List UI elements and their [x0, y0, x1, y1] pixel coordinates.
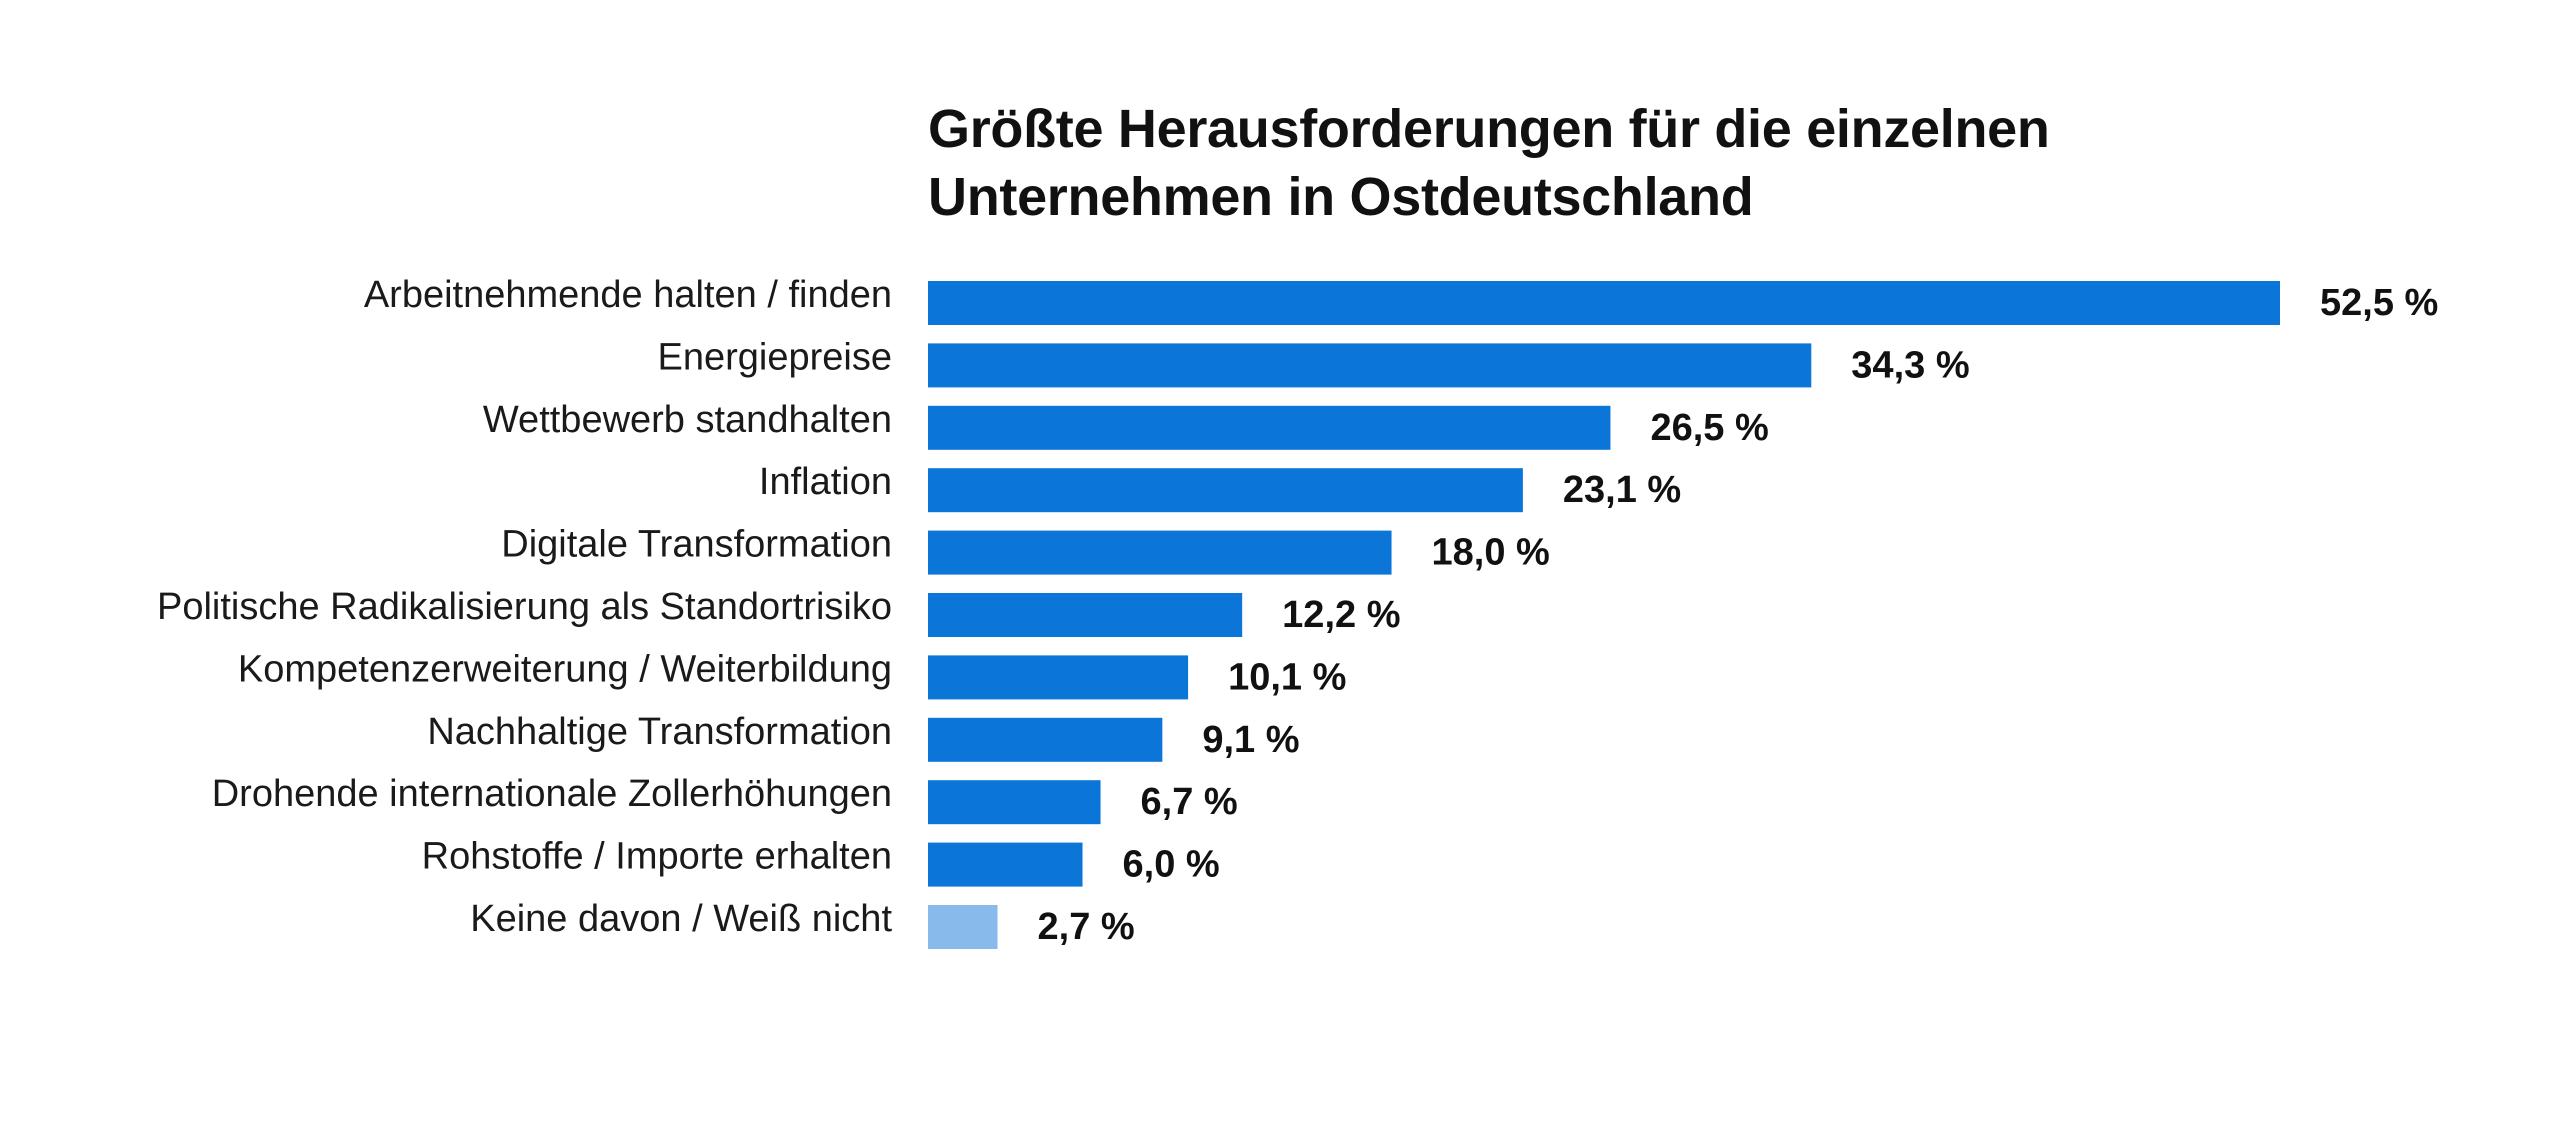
bar: [928, 281, 2280, 325]
value-label: 26,5 %: [1650, 407, 1768, 449]
value-label: 18,0 %: [1432, 532, 1550, 574]
bar-row: Inflation 23,1 %: [759, 461, 1681, 513]
value-label: 10,1 %: [1228, 656, 1346, 698]
bar-row: Keine davon / Weiß nicht 2,7 %: [470, 898, 1135, 949]
bar: [928, 343, 1812, 388]
value-label: 6,7 %: [1141, 781, 1238, 823]
bar: [928, 593, 1243, 637]
category-label: Kompetenzerweiterung / Weiterbildung: [238, 648, 892, 690]
bar: [928, 405, 1611, 450]
bar: [928, 905, 998, 949]
bar-row: Digitale Transformation 18,0 %: [501, 524, 1550, 575]
bar-row: Nachhaltige Transformation 9,1 %: [427, 711, 1300, 762]
bar-row: Wettbewerb standhalten 26,5 %: [483, 399, 1769, 450]
category-label: Wettbewerb standhalten: [483, 399, 892, 441]
category-label: Nachhaltige Transformation: [427, 711, 892, 753]
value-label: 2,7 %: [1038, 906, 1135, 948]
bar: [928, 468, 1523, 513]
bar: [928, 717, 1163, 762]
category-label: Inflation: [759, 461, 892, 503]
bar-row: Kompetenzerweiterung / Weiterbildung 10,1…: [238, 648, 1346, 700]
category-label: Keine davon / Weiß nicht: [470, 898, 892, 940]
value-label: 34,3 %: [1851, 344, 1969, 386]
chart-title-line-2: Unternehmen in Ostdeutschland: [928, 167, 1754, 227]
category-label: Rohstoffe / Importe erhalten: [422, 836, 892, 878]
value-label: 9,1 %: [1202, 719, 1299, 761]
bar: [928, 780, 1101, 825]
bar: [928, 655, 1189, 700]
bar-row: Energiepreise 34,3 %: [658, 336, 1970, 388]
category-label: Arbeitnehmende halten / finden: [364, 274, 892, 316]
bar-row: Politische Radikalisierung als Standortr…: [157, 586, 1400, 637]
value-label: 6,0 %: [1123, 844, 1220, 886]
category-label: Politische Radikalisierung als Standortr…: [157, 586, 892, 628]
chart-title: Größte Herausforderungen für die einzeln…: [928, 95, 2228, 231]
bar: [928, 842, 1083, 887]
value-label: 12,2 %: [1282, 594, 1400, 636]
category-label: Digitale Transformation: [501, 524, 892, 566]
category-label: Energiepreise: [658, 336, 892, 378]
value-label: 23,1 %: [1563, 469, 1681, 511]
bar-row: Arbeitnehmende halten / finden 52,5 %: [364, 274, 2438, 325]
bar: [928, 530, 1392, 575]
category-label: Drohende internationale Zollerhöhungen: [212, 773, 892, 815]
bar-row: Drohende internationale Zollerhöhungen 6,…: [212, 773, 1238, 825]
value-label: 52,5 %: [2320, 282, 2438, 324]
bar-row: Rohstoffe / Importe erhalten 6,0 %: [422, 836, 1220, 887]
chart-title-line-1: Größte Herausforderungen für die einzeln…: [928, 99, 2050, 159]
